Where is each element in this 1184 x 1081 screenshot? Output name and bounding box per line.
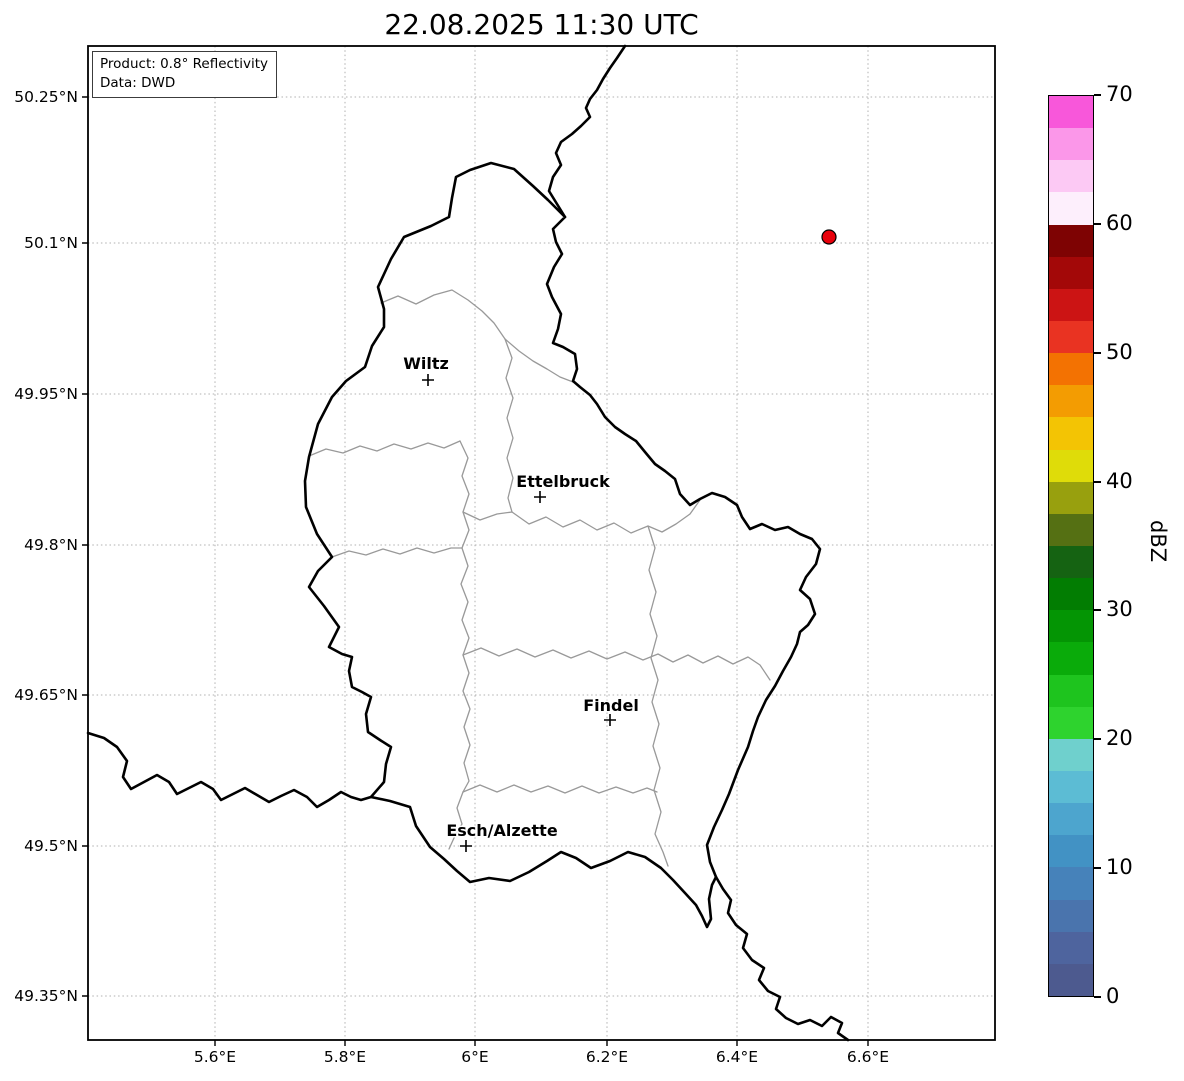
colorbar-segment	[1049, 96, 1093, 129]
colorbar-tick-label: 60	[1106, 211, 1133, 235]
france-germany-border	[714, 875, 850, 1042]
colorbar-segment	[1049, 481, 1093, 514]
lat-tick-label: 49.35°N	[14, 987, 78, 1005]
colorbar-segment	[1049, 160, 1093, 193]
data-source-line: Data: DWD	[100, 74, 176, 91]
colorbar-segment	[1049, 128, 1093, 161]
colorbar-segment	[1049, 610, 1093, 643]
colorbar-segment	[1049, 385, 1093, 418]
colorbar-tick-label: 50	[1106, 340, 1133, 364]
lat-tick-label: 49.65°N	[14, 686, 78, 704]
colorbar-tick	[1094, 867, 1101, 869]
lon-tick-label: 6.2°E	[585, 1048, 629, 1066]
colorbar-tick	[1094, 996, 1101, 998]
city-label-ettelbruck: Ettelbruck	[516, 472, 610, 491]
colorbar-segment	[1049, 706, 1093, 739]
luxembourg-country-border	[303, 161, 822, 929]
colorbar-tick	[1094, 223, 1101, 225]
colorbar-tick	[1094, 738, 1101, 740]
colorbar-segment	[1049, 738, 1093, 771]
city-marker-wiltz	[422, 374, 434, 386]
plot-background	[88, 46, 995, 1040]
product-line: Product: 0.8° Reflectivity	[100, 56, 268, 72]
colorbar-segment	[1049, 835, 1093, 868]
colorbar-segment	[1049, 545, 1093, 579]
lat-tick-label: 49.5°N	[24, 837, 78, 855]
city-marker-ettelbruck	[534, 491, 546, 503]
city-label-esch-alzette: Esch/Alzette	[446, 821, 558, 840]
lon-tick-label: 5.6°E	[193, 1048, 237, 1066]
belgium-france-border	[86, 731, 373, 809]
colorbar-segment	[1049, 288, 1093, 321]
colorbar-segment	[1049, 931, 1093, 964]
lon-tick-label: 6.6°E	[846, 1048, 890, 1066]
colorbar-tick-label: 40	[1106, 469, 1133, 493]
colorbar-tick-label: 70	[1106, 82, 1133, 106]
colorbar-tick	[1094, 609, 1101, 611]
lat-tick-label: 50.25°N	[14, 88, 78, 106]
colorbar-segment	[1049, 867, 1093, 900]
city-label-wiltz: Wiltz	[403, 354, 449, 373]
colorbar-segment	[1049, 899, 1093, 932]
colorbar-tick-label: 30	[1106, 597, 1133, 621]
belgium-germany-border	[547, 44, 627, 219]
product-info-box: Product: 0.8° Reflectivity Data: DWD	[92, 51, 277, 98]
lon-tick-label: 5.8°E	[323, 1048, 367, 1066]
colorbar-segment	[1049, 963, 1093, 996]
colorbar-segment	[1049, 513, 1093, 546]
colorbar-segment	[1049, 642, 1093, 675]
colorbar-segment	[1049, 192, 1093, 225]
colorbar-tick-label: 20	[1106, 726, 1133, 750]
lat-tick-label: 50.1°N	[24, 234, 78, 252]
colorbar-segment	[1049, 353, 1093, 386]
colorbar-tick-label: 10	[1106, 855, 1133, 879]
colorbar-segment	[1049, 417, 1093, 450]
plot-frame	[87, 45, 996, 1041]
colorbar-tick	[1094, 481, 1101, 483]
city-marker-findel	[604, 714, 616, 726]
colorbar-segment	[1049, 770, 1093, 804]
colorbar-units-label: dBZ	[1146, 520, 1170, 563]
colorbar-segment	[1049, 674, 1093, 707]
colorbar-segment	[1049, 803, 1093, 836]
axis-tick-marks	[82, 96, 869, 1046]
colorbar-gradient	[1048, 95, 1094, 997]
colorbar-segment	[1049, 578, 1093, 611]
colorbar-segment	[1049, 320, 1093, 354]
lon-tick-label: 6.4°E	[715, 1048, 759, 1066]
colorbar-segment	[1049, 449, 1093, 482]
colorbar-segment	[1049, 256, 1093, 289]
city-label-findel: Findel	[583, 696, 639, 715]
lat-tick-label: 49.8°N	[24, 536, 78, 554]
canton-borders	[308, 289, 771, 867]
colorbar-tick	[1094, 94, 1101, 96]
lon-tick-label: 6°E	[461, 1048, 489, 1066]
lat-tick-label: 49.95°N	[14, 385, 78, 403]
colorbar-tick-label: 0	[1106, 984, 1120, 1008]
colorbar-tick	[1094, 352, 1101, 354]
figure-title: 22.08.2025 11:30 UTC	[384, 8, 699, 41]
city-marker-esch-alzette	[460, 840, 472, 852]
colorbar-segment	[1049, 224, 1093, 257]
radar-location-dot	[821, 229, 837, 245]
